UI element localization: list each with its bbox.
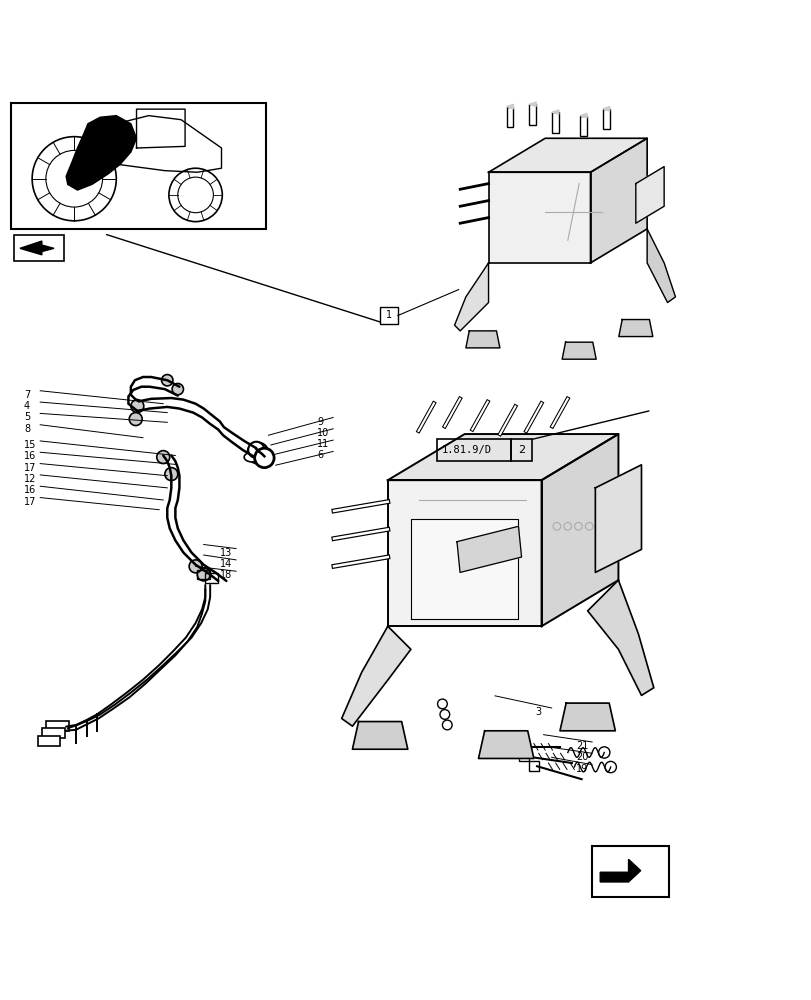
Bar [580,116,586,136]
Text: 6: 6 [316,450,323,460]
Polygon shape [410,519,518,619]
Text: 19: 19 [575,764,587,774]
Polygon shape [20,241,54,255]
Circle shape [172,383,183,395]
Polygon shape [599,859,640,882]
Polygon shape [388,434,618,480]
Circle shape [247,443,268,464]
Polygon shape [488,172,590,263]
Bar [436,439,511,461]
Circle shape [157,451,169,464]
Polygon shape [594,465,641,572]
Bar [38,736,60,746]
Bar [507,742,517,752]
Polygon shape [478,731,533,758]
Circle shape [131,400,144,413]
Polygon shape [635,167,663,223]
Bar [529,104,535,125]
Bar [46,721,68,731]
Polygon shape [587,580,653,695]
Circle shape [248,442,264,458]
Bar [14,235,63,261]
Text: 11: 11 [316,439,328,449]
Bar [506,107,513,127]
Text: 17: 17 [24,463,36,473]
Bar [528,761,538,771]
Polygon shape [352,722,407,749]
Polygon shape [618,320,652,337]
Text: 5: 5 [24,412,30,422]
Text: 8: 8 [24,424,30,434]
Text: 20: 20 [575,752,588,762]
Circle shape [189,560,202,573]
Bar [42,728,64,738]
Text: 16: 16 [24,485,36,495]
Text: 4: 4 [24,401,30,411]
Bar [519,752,528,761]
Text: 15: 15 [24,440,36,450]
Circle shape [165,468,178,481]
Text: 17: 17 [24,497,36,507]
Text: 7: 7 [24,390,30,400]
Polygon shape [341,626,410,726]
Text: 14: 14 [220,559,232,569]
Polygon shape [560,703,615,731]
Polygon shape [603,107,609,111]
Polygon shape [541,434,618,626]
Text: 18: 18 [220,570,232,580]
Ellipse shape [244,452,260,462]
Polygon shape [457,526,521,572]
Bar [197,570,210,579]
Polygon shape [529,102,535,107]
Polygon shape [551,110,558,114]
Circle shape [129,413,142,426]
Polygon shape [66,116,136,190]
Polygon shape [590,138,646,263]
Polygon shape [580,113,586,118]
Polygon shape [646,229,675,303]
Polygon shape [561,342,595,359]
Bar [511,439,531,461]
Circle shape [255,448,274,468]
Text: 16: 16 [24,451,36,461]
Text: 1: 1 [385,310,392,320]
Text: 2: 2 [517,445,525,455]
Circle shape [161,375,173,386]
Polygon shape [466,331,500,348]
Bar [380,307,397,324]
Bar [603,109,609,129]
Text: 12: 12 [24,474,36,484]
Text: 9: 9 [316,417,323,427]
Text: 1.81.9/D: 1.81.9/D [441,445,491,455]
Text: 13: 13 [220,548,232,558]
Polygon shape [454,263,488,331]
Bar [205,573,218,583]
Text: 21: 21 [575,741,588,751]
Bar [11,103,266,229]
Text: 10: 10 [316,428,328,438]
Circle shape [197,568,210,581]
Text: 3: 3 [534,707,541,717]
Polygon shape [488,138,646,172]
Polygon shape [388,480,541,626]
Polygon shape [506,104,513,109]
Bar [551,112,558,133]
Bar [591,846,668,897]
